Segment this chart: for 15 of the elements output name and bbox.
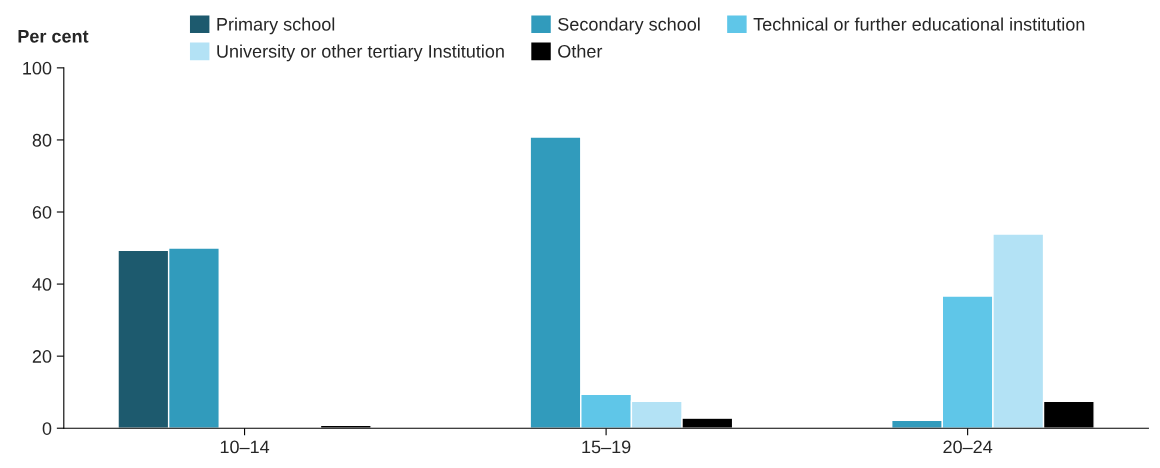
y-tick-label: 100 <box>23 61 52 75</box>
legend-label: Primary school <box>217 17 335 35</box>
legend-label: Secondary school <box>558 17 700 35</box>
legend-label: Other <box>558 44 603 58</box>
legend-label: University or other tertiary Institution <box>217 44 504 62</box>
y-tick-label: 60 <box>32 205 52 219</box>
y-tick-label: 80 <box>32 133 52 147</box>
x-tick-label: 10–14 <box>220 440 270 454</box>
y-tick-label: 20 <box>32 350 52 363</box>
y-tick-label: 0 <box>42 422 52 435</box>
x-tick-label: 15–19 <box>582 440 631 454</box>
y-tick-label: 40 <box>32 278 52 291</box>
legend-label: Technical or further educational institution <box>753 17 1085 31</box>
x-tick-label: 20–24 <box>943 440 993 454</box>
y-axis-title: Per cent <box>18 30 89 43</box>
